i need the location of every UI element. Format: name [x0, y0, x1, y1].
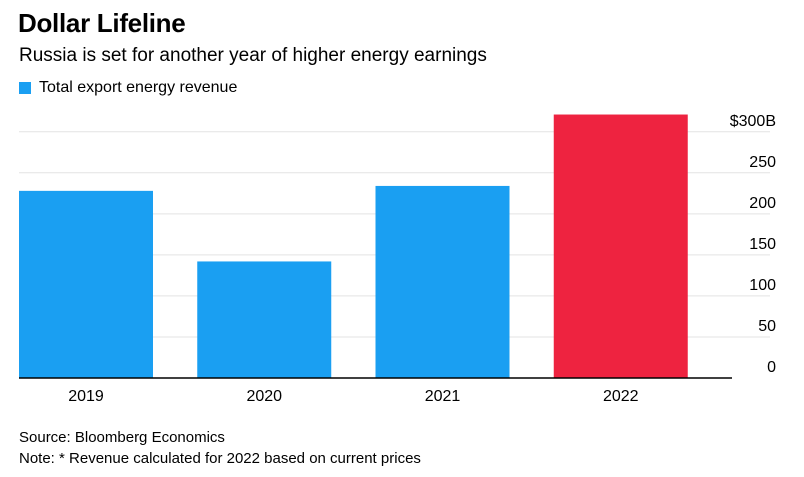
bar-2019: [19, 190, 153, 378]
y-tick-label: $300B: [730, 113, 776, 130]
source-note: Source: Bloomberg Economics: [19, 429, 225, 446]
y-tick-label: 0: [767, 359, 776, 376]
x-tick-label: 2020: [246, 388, 282, 405]
x-tick-label: 2022: [603, 388, 639, 405]
bar-2020: [197, 261, 332, 378]
y-tick-label: 50: [758, 318, 776, 335]
x-tick-label: 2021: [425, 388, 461, 405]
chart-subtitle: Russia is set for another year of higher…: [19, 45, 487, 66]
bar-2021: [375, 185, 510, 378]
y-tick-label: 200: [749, 195, 776, 212]
chart-title: Dollar Lifeline: [18, 8, 186, 38]
bar-2022: [553, 114, 688, 379]
y-tick-label: 100: [749, 277, 776, 294]
legend: Total export energy revenue: [19, 79, 237, 97]
y-tick-label: 150: [749, 236, 776, 253]
legend-label: Total export energy revenue: [39, 79, 238, 96]
y-tick-label: 250: [749, 154, 776, 171]
legend-swatch: [19, 82, 31, 94]
footnote: Note: * Revenue calculated for 2022 base…: [19, 450, 421, 467]
x-tick-label: 2019: [68, 388, 104, 405]
